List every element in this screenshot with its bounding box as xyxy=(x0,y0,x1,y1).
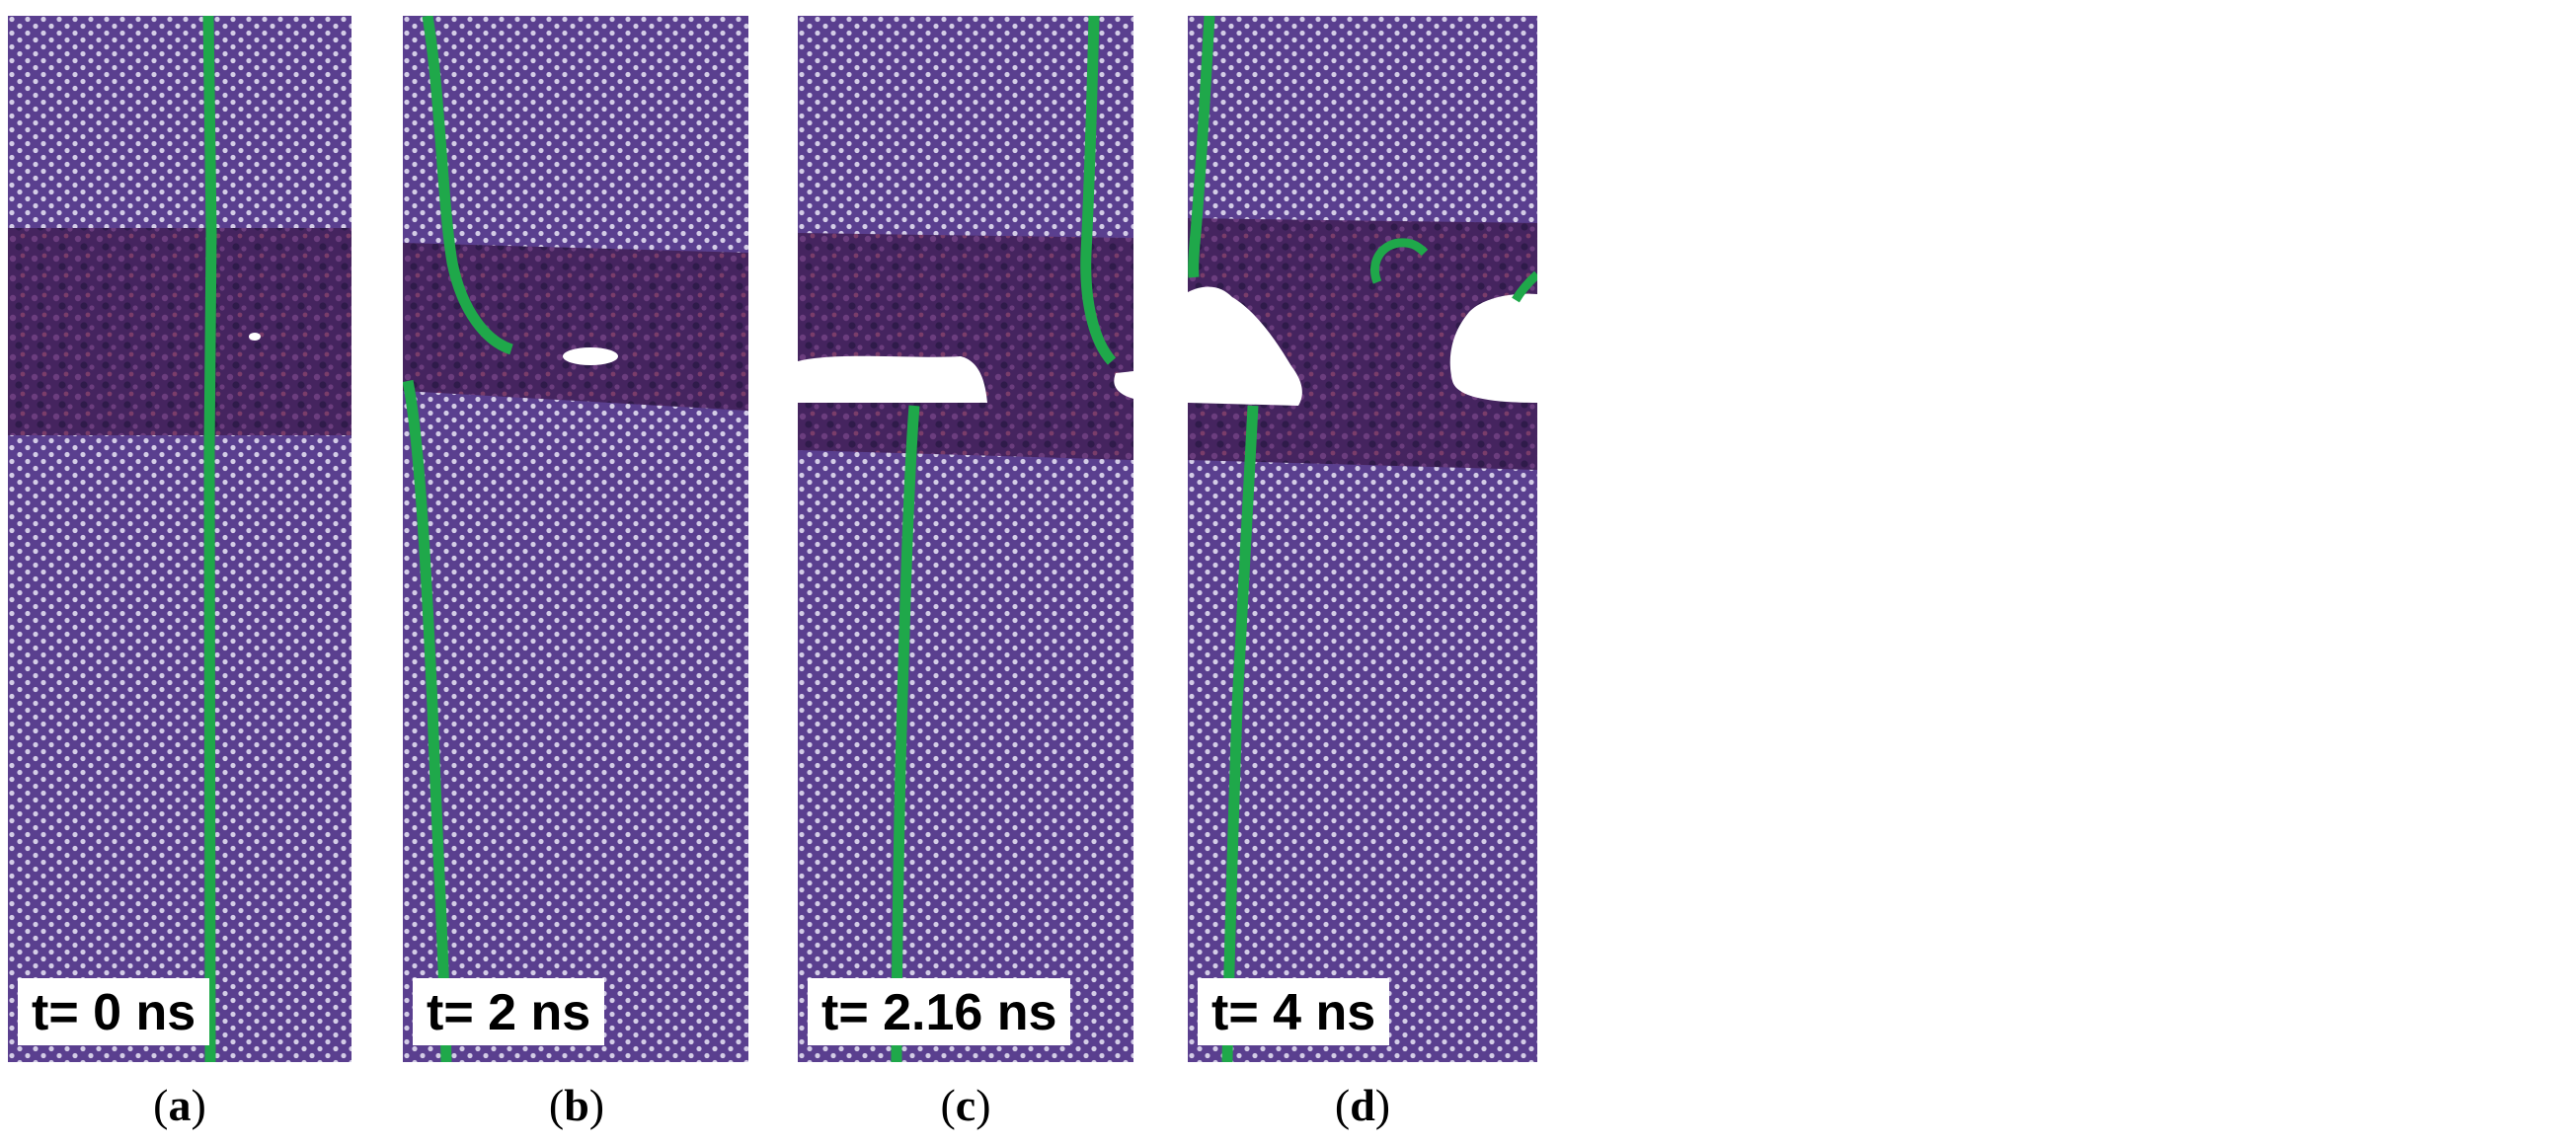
crack-right xyxy=(1114,371,1133,399)
panel-c: t= 2.16 ns xyxy=(798,16,1133,1062)
time-label: t= 0 ns xyxy=(18,978,210,1045)
amorphous-interface xyxy=(1188,218,1537,470)
panel-d: t= 4 ns xyxy=(1188,16,1537,1062)
grain-boundary-upper xyxy=(1080,16,1117,365)
crack-fill xyxy=(798,363,980,403)
amorphous-interface xyxy=(798,233,1133,460)
grain-boundary-upper xyxy=(1188,16,1215,278)
time-label: t= 4 ns xyxy=(1198,978,1390,1045)
simulation-snapshot-a xyxy=(8,16,351,1062)
caption-b: (b) xyxy=(548,1080,605,1130)
grain-boundary xyxy=(202,16,217,1062)
panel-a: t= 0 ns xyxy=(8,16,351,1062)
grain-boundary-edge xyxy=(1512,270,1537,303)
crystal-region xyxy=(1188,16,1537,1062)
void xyxy=(249,333,261,341)
caption-letter: a xyxy=(168,1080,192,1130)
simulation-snapshot-c xyxy=(798,16,1133,1062)
caption-c: (c) xyxy=(940,1080,991,1130)
caption-letter: d xyxy=(1350,1080,1375,1130)
void xyxy=(563,347,618,365)
crystal-region xyxy=(798,16,1133,1062)
time-label: t= 2 ns xyxy=(413,978,605,1045)
grain-boundary-fragment xyxy=(1370,238,1429,284)
caption-d: (d) xyxy=(1334,1080,1391,1130)
amorphous-interface xyxy=(8,228,351,435)
time-label: t= 2.16 ns xyxy=(808,978,1071,1045)
amorphous-interface xyxy=(403,243,748,411)
simulation-snapshot-d xyxy=(1188,16,1537,1062)
crack-left xyxy=(1188,286,1302,406)
crystal-region xyxy=(403,16,748,1062)
grain-boundary-lower xyxy=(403,379,452,1062)
caption-a: (a) xyxy=(153,1080,206,1130)
caption-letter: b xyxy=(564,1080,589,1130)
panel-b: t= 2 ns xyxy=(403,16,748,1062)
crystal-region xyxy=(8,16,351,1062)
caption-letter: c xyxy=(955,1080,976,1130)
crack-right xyxy=(1449,293,1537,403)
simulation-snapshot-b xyxy=(403,16,748,1062)
grain-boundary-upper xyxy=(422,16,513,355)
grain-boundary-lower xyxy=(1221,405,1259,1062)
grain-boundary-lower xyxy=(891,405,920,1062)
